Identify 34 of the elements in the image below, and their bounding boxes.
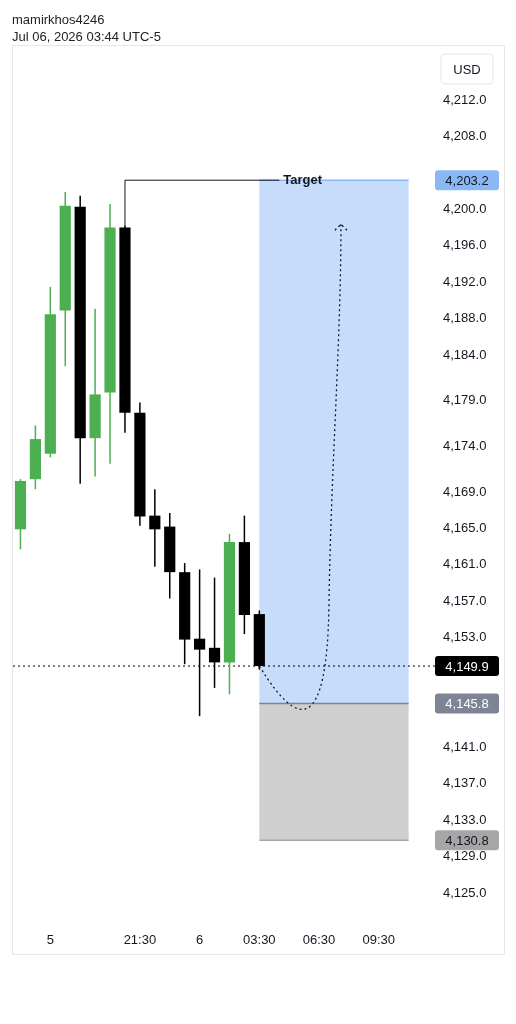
y-tick-label: 4,129.0 xyxy=(443,848,487,864)
ref-line-label: 4,145.8 xyxy=(445,695,489,711)
y-tick-label: 4,212.0 xyxy=(443,91,487,107)
x-tick-label: 03:30 xyxy=(243,932,276,948)
ref-line-label: 4,149.9 xyxy=(445,658,489,674)
y-tick-label: 4,179.0 xyxy=(443,392,487,408)
chart-subtitle: Jul 06, 2026 03:44 UTC-5 xyxy=(12,28,161,45)
y-tick-label: 4,169.0 xyxy=(443,483,487,499)
y-tick-label: 4,192.0 xyxy=(443,273,487,289)
y-tick-label: 4,208.0 xyxy=(443,128,487,144)
x-tick-label: 5 xyxy=(46,932,54,948)
ref-line-label: 4,130.8 xyxy=(445,832,489,848)
y-tick-label: 4,184.0 xyxy=(443,346,487,362)
y-tick-label: 4,165.0 xyxy=(443,519,487,535)
y-tick-label: 4,196.0 xyxy=(443,237,487,253)
y-tick-label: 4,188.0 xyxy=(443,310,487,326)
x-tick-label: 21:30 xyxy=(123,932,157,948)
x-tick-label: 09:30 xyxy=(362,932,396,948)
x-tick-label: 6 xyxy=(195,932,204,948)
chart-title: mamirkhos4246 xyxy=(12,11,106,28)
y-tick-label: 4,141.0 xyxy=(443,738,487,754)
y-tick-label: 4,125.0 xyxy=(443,884,487,900)
y-tick-label: 4,174.0 xyxy=(443,437,487,453)
ref-line-label: 4,203.2 xyxy=(445,172,489,188)
x-tick-label: 06:30 xyxy=(302,932,336,948)
band-label: Target xyxy=(283,171,323,187)
y-tick-label: 4,200.0 xyxy=(443,200,487,216)
y-tick-label: 4,137.0 xyxy=(443,775,487,791)
y-tick-label: 4,133.0 xyxy=(443,811,487,827)
candlestick xyxy=(149,488,161,568)
y-tick-label: 4,153.0 xyxy=(443,629,487,645)
y-axis-title: USD xyxy=(453,61,481,77)
y-tick-label: 4,161.0 xyxy=(443,556,487,572)
y-tick-label: 4,157.0 xyxy=(443,592,487,608)
